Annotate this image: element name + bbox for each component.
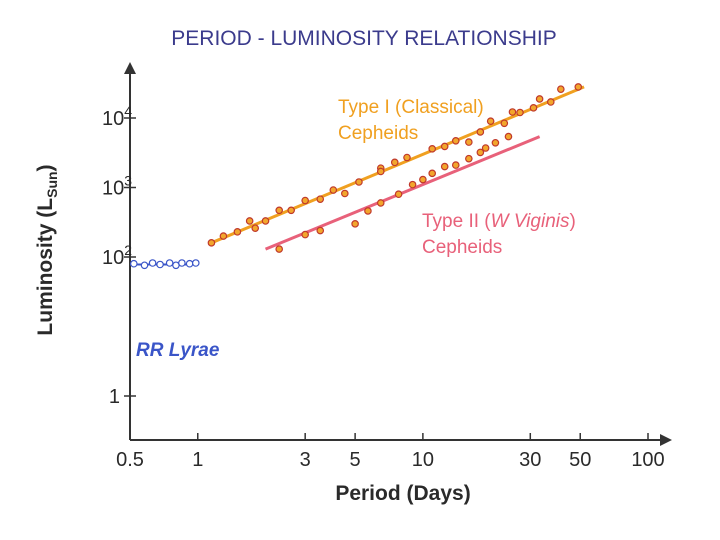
svg-text:Luminosity (LSun): Luminosity (LSun) bbox=[34, 164, 60, 335]
type1-data-point bbox=[465, 138, 473, 146]
type1-data-point bbox=[476, 128, 485, 136]
rr-lyrae-data-point bbox=[130, 259, 138, 268]
type2-data-point bbox=[465, 154, 473, 163]
type1-data-point bbox=[390, 158, 399, 167]
x-tick-label: 100 bbox=[631, 449, 664, 471]
type2-data-point bbox=[275, 245, 283, 253]
svg-text:Type I (Classical): Type I (Classical) bbox=[338, 97, 484, 118]
type1-data-point bbox=[261, 217, 270, 225]
type1-data-point bbox=[428, 145, 437, 153]
type2-data-point bbox=[428, 169, 437, 178]
svg-text:RR Lyrae: RR Lyrae bbox=[136, 340, 220, 361]
x-tick-label: 5 bbox=[350, 449, 361, 471]
x-axis-label: Period (Days) bbox=[335, 482, 470, 505]
type2-data-point bbox=[440, 162, 449, 171]
type1-data-point bbox=[245, 217, 254, 225]
type1-data-point bbox=[341, 189, 349, 198]
y-tick-label: 102 bbox=[102, 242, 132, 269]
type2-label-line2: Cepheids bbox=[422, 237, 502, 258]
x-tick-label: 0.5 bbox=[116, 449, 144, 471]
y-tick-label: 104 bbox=[102, 103, 132, 130]
type1-data-point bbox=[546, 98, 555, 106]
type1-data-point bbox=[535, 95, 544, 103]
type2-data-point bbox=[364, 207, 372, 215]
type2-data-point bbox=[408, 180, 417, 189]
type1-data-point bbox=[251, 224, 260, 232]
type1-data-point bbox=[574, 83, 583, 91]
type2-data-point bbox=[491, 138, 500, 147]
y-axis-arrow bbox=[124, 62, 136, 74]
type2-data-point bbox=[481, 144, 490, 152]
svg-text:Cepheids: Cepheids bbox=[422, 237, 502, 258]
type2-data-point bbox=[316, 226, 325, 235]
type2-data-point bbox=[504, 132, 513, 141]
y-axis-label: Luminosity (LSun) bbox=[34, 164, 60, 335]
rr-lyrae-data-point bbox=[156, 260, 164, 269]
type2-data-point bbox=[301, 230, 309, 239]
type1-data-point bbox=[508, 108, 517, 116]
type1-data-point bbox=[233, 228, 242, 236]
rr-lyrae-data-point bbox=[178, 259, 186, 267]
type1-data-point bbox=[355, 178, 363, 186]
type2-data-point bbox=[376, 199, 385, 207]
type1-data-point bbox=[219, 232, 228, 240]
x-tick-label: 50 bbox=[569, 449, 591, 471]
x-tick-label: 30 bbox=[519, 449, 541, 471]
x-tick-label: 1 bbox=[192, 449, 203, 471]
type1-label-line2: Cepheids bbox=[338, 123, 418, 144]
type2-fit-line bbox=[264, 135, 541, 251]
type1-data-point bbox=[275, 206, 283, 215]
axes bbox=[124, 62, 672, 446]
type1-data-point bbox=[287, 206, 295, 215]
y-tick-label: 103 bbox=[102, 173, 132, 200]
x-tick-label: 3 bbox=[300, 449, 311, 471]
rr-lyrae-data-point bbox=[191, 259, 200, 267]
x-tick-label: 10 bbox=[412, 449, 434, 471]
type1-data-point bbox=[500, 119, 509, 128]
type1-data-point bbox=[207, 239, 216, 247]
data-points bbox=[130, 83, 583, 270]
type1-data-point bbox=[529, 104, 538, 112]
type1-data-point bbox=[486, 117, 495, 125]
x-ticks: 0.5 1 3 5 10 30 50 100 bbox=[116, 433, 665, 471]
series-labels: Type I (Classical) Cepheids Type II (W V… bbox=[136, 97, 576, 361]
y-axis-label-subscript: Sun bbox=[44, 171, 60, 197]
rr-lyrae-label: RR Lyrae bbox=[136, 340, 220, 361]
type1-data-point bbox=[376, 167, 385, 176]
rr-lyrae-data-point bbox=[140, 261, 149, 270]
svg-text:Type II (W Viginis): Type II (W Viginis) bbox=[422, 211, 576, 232]
type2-data-point bbox=[394, 190, 403, 199]
type1-data-point bbox=[403, 153, 411, 162]
type2-data-point bbox=[476, 148, 485, 157]
type2-label-prefix: Type II ( bbox=[422, 211, 491, 232]
type1-data-point bbox=[516, 108, 524, 117]
type2-data-point bbox=[351, 220, 359, 228]
rr-lyrae-data-point bbox=[165, 259, 174, 267]
type2-data-point bbox=[451, 161, 460, 169]
type1-data-point bbox=[440, 142, 449, 151]
y-axis-label-text: Luminosity (L bbox=[34, 198, 57, 336]
type1-label-line1: Type I (Classical) bbox=[338, 97, 484, 118]
y-ticks: 1 102 103 104 bbox=[102, 103, 136, 408]
svg-text:Cepheids: Cepheids bbox=[338, 123, 418, 144]
type2-data-point bbox=[419, 175, 427, 184]
type1-data-point bbox=[329, 186, 338, 194]
rr-lyrae-data-point bbox=[185, 259, 194, 268]
type1-data-point bbox=[451, 136, 460, 145]
type2-label-suffix: ) bbox=[569, 211, 575, 232]
type2-label-italic: W Viginis bbox=[491, 211, 570, 232]
type1-data-point bbox=[301, 196, 309, 205]
y-axis-label-close: ) bbox=[34, 164, 57, 171]
type1-data-point bbox=[316, 195, 325, 203]
x-axis-arrow bbox=[660, 434, 672, 446]
chart-title: PERIOD - LUMINOSITY RELATIONSHIP bbox=[171, 27, 556, 50]
type1-data-point bbox=[557, 85, 565, 93]
y-tick-label: 1 bbox=[109, 386, 120, 408]
rr-lyrae-data-point bbox=[148, 259, 157, 267]
